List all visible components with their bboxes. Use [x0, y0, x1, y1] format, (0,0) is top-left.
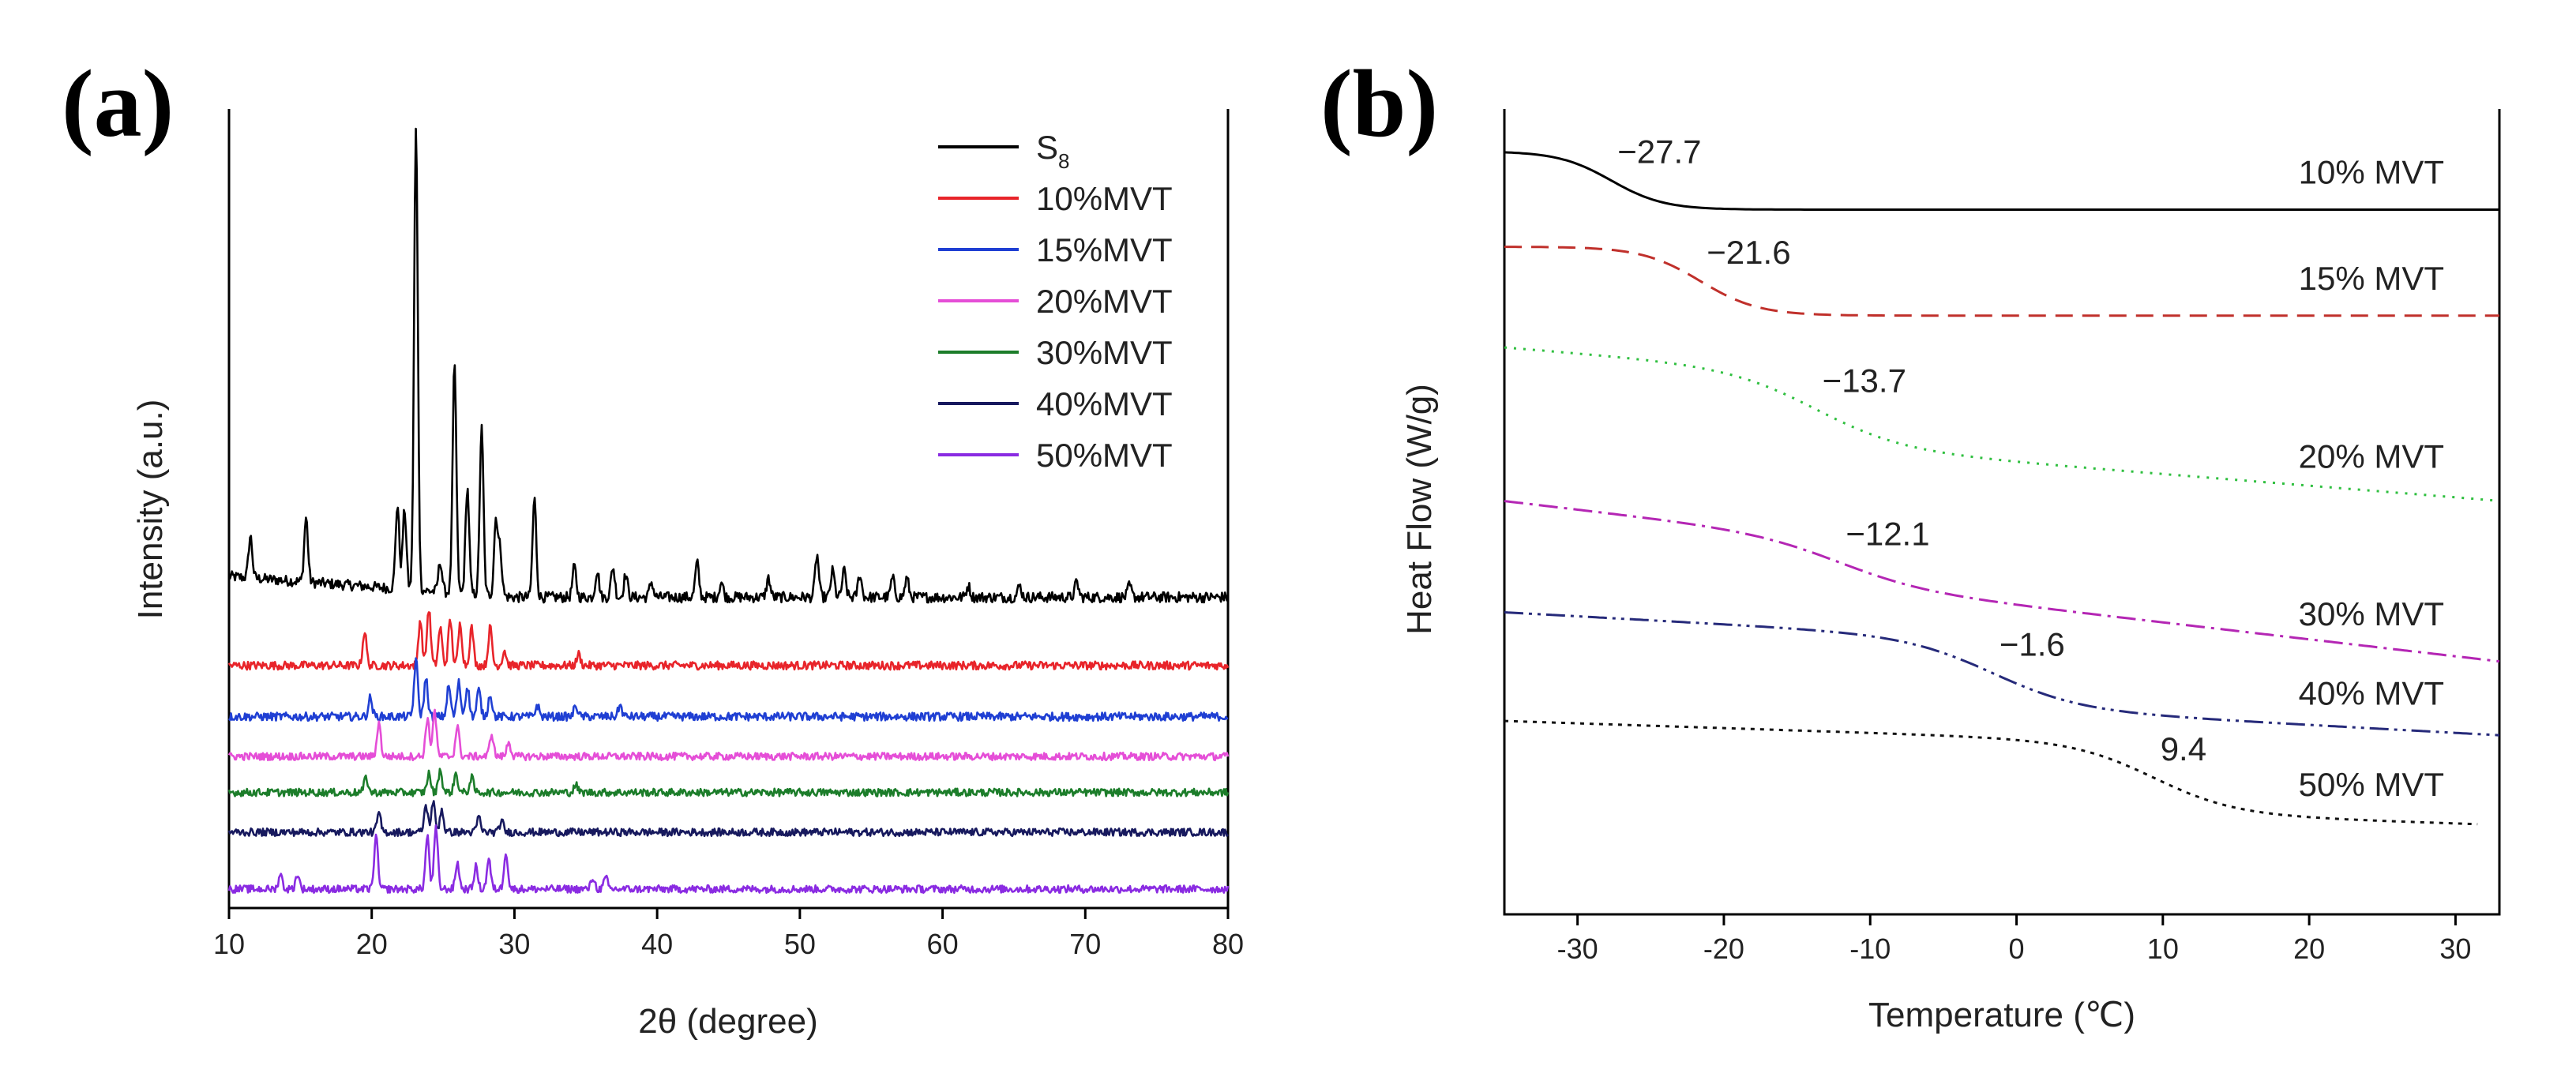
panel-a-label: (a) [62, 51, 174, 157]
legend-label-50pctmvt: 50%MVT [1036, 437, 1173, 474]
panel-b-axes [1503, 109, 2501, 916]
panel-a-xrd: (a) 10 20 30 40 50 60 70 80 2θ (degree) Intensi… [62, 51, 1244, 1041]
panel-b-xlabel: Temperature (℃) [1868, 996, 2135, 1034]
dsc-series-40pct-mvt [1504, 611, 2500, 737]
panel-b-ylabel: Heat Flow (W/g) [1400, 384, 1439, 635]
panel-a-xlabel: 2θ (degree) [638, 1002, 817, 1041]
curve-label-20pct-mvt: 20% MVT [2299, 438, 2444, 475]
panel-a-ylabel: Intensity (a.u.) [131, 400, 170, 620]
a-x-ticklabel: 60 [927, 928, 959, 960]
xrd-series-10pctmvt [227, 611, 1230, 671]
b-x-ticklabel: 0 [2009, 933, 2025, 965]
dsc-series-30pct-mvt [1504, 500, 2500, 663]
panel-b-dsc: (b) -30 -20 -10 0 10 20 30 Temperature (℃) Hea… [1320, 51, 2501, 1034]
legend-label-30pctmvt: 30%MVT [1036, 334, 1173, 371]
legend-label-40pctmvt: 40%MVT [1036, 385, 1173, 422]
curve-label-15pct-mvt: 15% MVT [2299, 260, 2444, 297]
b-x-ticklabel: 10 [2147, 933, 2179, 965]
dsc-series-10pct-mvt [1504, 151, 2499, 211]
a-x-ticklabel: 10 [213, 928, 245, 960]
xrd-series-30pctmvt [227, 767, 1230, 797]
curve-label-40pct-mvt: 40% MVT [2299, 674, 2444, 711]
a-x-ticklabel: 40 [641, 928, 673, 960]
a-x-ticklabel: 80 [1212, 928, 1244, 960]
legend-label-20pctmvt: 20%MVT [1036, 283, 1173, 320]
dsc-series-15pct-mvt [1504, 246, 2499, 317]
tg-annotation-20pct-mvt: −13.7 [1823, 362, 1906, 399]
xrd-series-s8 [227, 127, 1230, 604]
panel-a-axes [227, 109, 1230, 910]
xrd-series-20pctmvt [227, 708, 1230, 762]
panel-a-legend: S8 10%MVT 15%MVT 20%MVT 30%MVT 40%MVT 50%MVT [938, 129, 1173, 474]
legend-label-s8: S8 [1036, 129, 1069, 173]
curve-label-10pct-mvt: 10% MVT [2299, 154, 2444, 191]
legend-label-15pctmvt: 15%MVT [1036, 231, 1173, 268]
a-x-ticklabel: 20 [356, 928, 388, 960]
b-x-ticklabel: 30 [2439, 933, 2471, 965]
panel-b-series: −27.7 10% MVT −21.6 15% MVT −13.7 20% MVT −12.… [1504, 133, 2500, 826]
dsc-series-50pct-mvt [1504, 719, 2478, 826]
tg-annotation-10pct-mvt: −27.7 [1617, 133, 1701, 171]
tg-annotation-50pct-mvt: 9.4 [2161, 730, 2206, 767]
panel-b-x-ticks: -30 -20 -10 0 10 20 30 [1557, 914, 2471, 965]
tg-annotation-30pct-mvt: −12.1 [1846, 515, 1929, 552]
curve-label-30pct-mvt: 30% MVT [2299, 595, 2444, 632]
a-x-ticklabel: 50 [784, 928, 816, 960]
b-x-ticklabel: 20 [2293, 933, 2325, 965]
xrd-series-50pctmvt [227, 824, 1230, 895]
tg-annotation-15pct-mvt: −21.6 [1707, 234, 1790, 271]
b-x-ticklabel: -30 [1557, 933, 1598, 965]
b-x-ticklabel: -20 [1703, 933, 1744, 965]
xrd-series-15pctmvt [227, 657, 1229, 722]
a-x-ticklabel: 30 [498, 928, 530, 960]
b-x-ticklabel: -10 [1849, 933, 1891, 965]
panel-a-x-ticks: 10 20 30 40 50 60 70 80 [213, 908, 1244, 960]
xrd-series-40pctmvt [227, 800, 1230, 838]
curve-label-50pct-mvt: 50% MVT [2299, 766, 2444, 803]
tg-annotation-40pct-mvt: −1.6 [2000, 626, 2065, 663]
panel-b-label: (b) [1320, 51, 1438, 157]
panel-a-series [227, 127, 1230, 895]
legend-label-10pctmvt: 10%MVT [1036, 180, 1173, 217]
a-x-ticklabel: 70 [1069, 928, 1101, 960]
